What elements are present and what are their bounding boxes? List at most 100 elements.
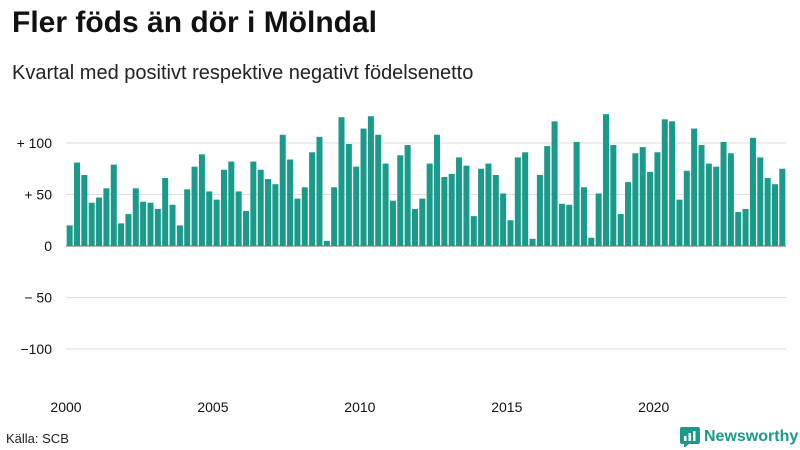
bar[interactable] bbox=[66, 225, 73, 246]
bar[interactable] bbox=[625, 182, 632, 246]
bar[interactable] bbox=[764, 178, 771, 246]
bar[interactable] bbox=[448, 173, 455, 246]
bar[interactable] bbox=[757, 157, 764, 246]
bar[interactable] bbox=[184, 189, 191, 246]
bar[interactable] bbox=[272, 184, 279, 246]
bar[interactable] bbox=[88, 202, 95, 246]
bar[interactable] bbox=[242, 210, 250, 246]
bar[interactable] bbox=[610, 145, 617, 246]
bar[interactable] bbox=[698, 145, 705, 246]
bar[interactable] bbox=[103, 188, 110, 246]
bar[interactable] bbox=[749, 137, 756, 246]
bar[interactable] bbox=[632, 153, 639, 246]
bar[interactable] bbox=[595, 193, 602, 246]
bar[interactable] bbox=[617, 214, 624, 246]
bar[interactable] bbox=[169, 204, 176, 246]
bar[interactable] bbox=[191, 166, 198, 246]
bar[interactable] bbox=[551, 121, 558, 246]
bar[interactable] bbox=[294, 198, 301, 246]
bar[interactable] bbox=[382, 163, 389, 246]
bar[interactable] bbox=[727, 153, 734, 246]
bar[interactable] bbox=[132, 188, 139, 246]
bar[interactable] bbox=[74, 162, 81, 246]
bar[interactable] bbox=[720, 141, 727, 246]
bar[interactable] bbox=[558, 203, 565, 246]
bar[interactable] bbox=[485, 163, 492, 246]
bar[interactable] bbox=[162, 178, 169, 246]
bar[interactable] bbox=[529, 238, 536, 246]
bar[interactable] bbox=[691, 128, 698, 246]
bar[interactable] bbox=[419, 198, 426, 246]
bar[interactable] bbox=[397, 155, 404, 246]
bar[interactable] bbox=[602, 114, 610, 246]
bar[interactable] bbox=[536, 174, 543, 246]
bar[interactable] bbox=[375, 134, 382, 246]
bar[interactable] bbox=[213, 199, 220, 246]
bar[interactable] bbox=[456, 157, 463, 246]
bar[interactable] bbox=[316, 136, 323, 246]
bar[interactable] bbox=[470, 216, 477, 246]
bar[interactable] bbox=[573, 141, 580, 246]
bar[interactable] bbox=[705, 163, 712, 246]
bar[interactable] bbox=[257, 169, 264, 246]
bar[interactable] bbox=[154, 208, 161, 246]
bar[interactable] bbox=[140, 201, 147, 246]
bar[interactable] bbox=[434, 134, 441, 246]
bar[interactable] bbox=[566, 204, 573, 246]
bar[interactable] bbox=[353, 166, 360, 246]
bar[interactable] bbox=[338, 117, 345, 246]
bar[interactable] bbox=[771, 184, 778, 246]
bar[interactable] bbox=[647, 171, 654, 246]
bar[interactable] bbox=[110, 164, 117, 246]
bar[interactable] bbox=[676, 199, 683, 246]
bar[interactable] bbox=[198, 154, 205, 246]
bar[interactable] bbox=[345, 144, 352, 246]
bar[interactable] bbox=[81, 174, 88, 246]
bar[interactable] bbox=[147, 202, 154, 246]
bar[interactable] bbox=[478, 168, 485, 246]
bar[interactable] bbox=[441, 176, 448, 246]
bar[interactable] bbox=[492, 174, 499, 246]
bar[interactable] bbox=[661, 119, 668, 246]
bar[interactable] bbox=[96, 197, 103, 246]
bar[interactable] bbox=[514, 157, 521, 246]
bar[interactable] bbox=[411, 208, 418, 246]
y-tick-label: 0 bbox=[44, 238, 52, 254]
bar[interactable] bbox=[426, 163, 433, 246]
bar[interactable] bbox=[125, 214, 132, 246]
bar[interactable] bbox=[463, 165, 470, 246]
bar[interactable] bbox=[500, 193, 507, 246]
bar[interactable] bbox=[250, 161, 257, 246]
bar[interactable] bbox=[331, 187, 338, 246]
bar[interactable] bbox=[279, 134, 286, 246]
bar[interactable] bbox=[522, 152, 529, 246]
bar[interactable] bbox=[176, 225, 183, 246]
bar[interactable] bbox=[206, 191, 213, 246]
bar[interactable] bbox=[544, 146, 551, 246]
bar[interactable] bbox=[287, 159, 294, 246]
bar[interactable] bbox=[654, 152, 661, 246]
bar[interactable] bbox=[367, 116, 374, 246]
bar[interactable] bbox=[265, 179, 272, 246]
bar[interactable] bbox=[580, 187, 587, 246]
bar[interactable] bbox=[220, 169, 227, 246]
bar[interactable] bbox=[639, 147, 646, 246]
bar[interactable] bbox=[779, 168, 786, 246]
brand-logo[interactable]: Newsworthy bbox=[680, 427, 798, 447]
bar[interactable] bbox=[683, 170, 690, 246]
bar[interactable] bbox=[507, 220, 514, 246]
bar[interactable] bbox=[118, 223, 125, 246]
bar[interactable] bbox=[228, 161, 235, 246]
bar[interactable] bbox=[713, 166, 720, 246]
bar[interactable] bbox=[309, 152, 316, 246]
bar[interactable] bbox=[389, 200, 396, 246]
bar[interactable] bbox=[235, 191, 242, 246]
bar[interactable] bbox=[742, 208, 749, 246]
bar[interactable] bbox=[301, 187, 308, 246]
bar[interactable] bbox=[669, 121, 676, 246]
bar[interactable] bbox=[588, 237, 595, 246]
bar[interactable] bbox=[323, 240, 330, 246]
bar[interactable] bbox=[735, 212, 742, 246]
bar[interactable] bbox=[360, 128, 367, 246]
bar[interactable] bbox=[404, 145, 411, 246]
